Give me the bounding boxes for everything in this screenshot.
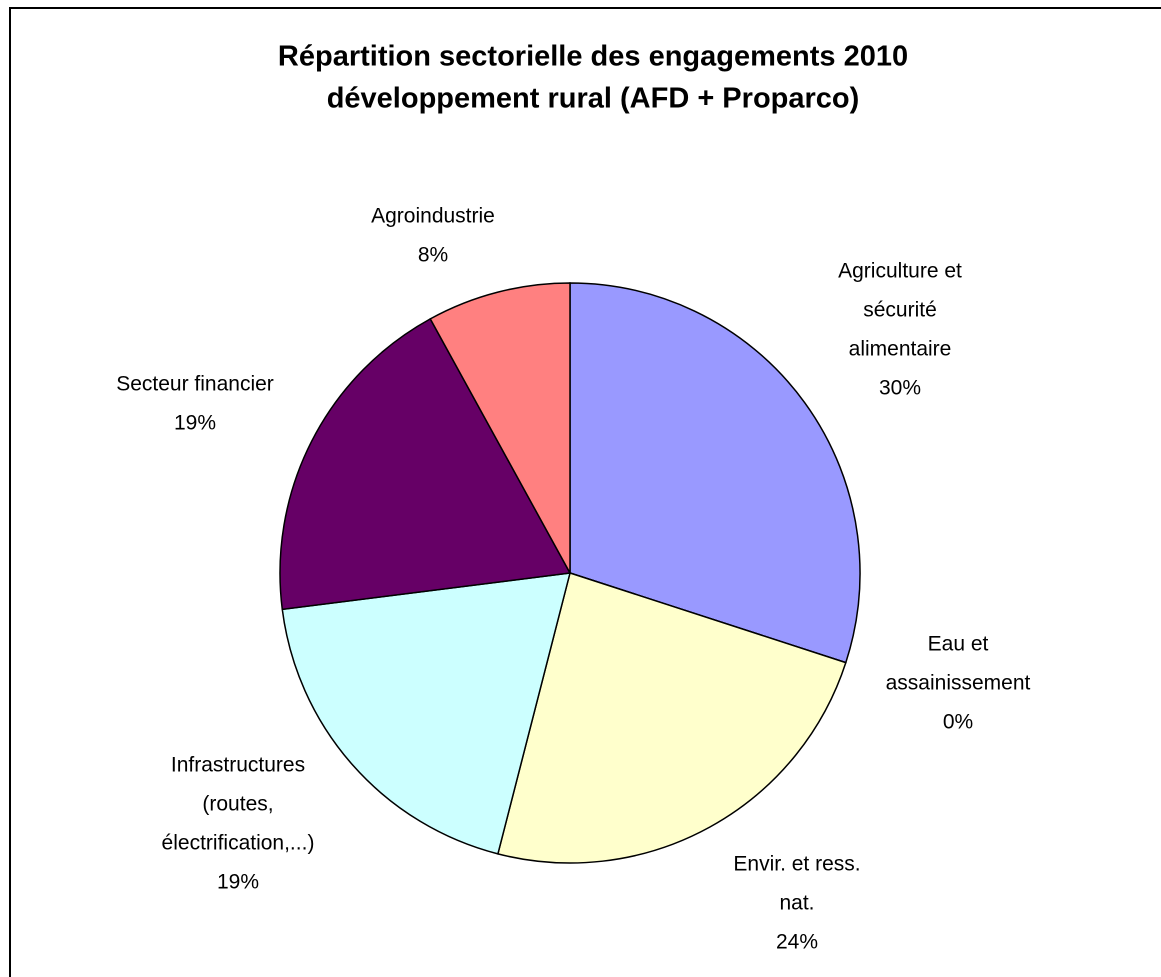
- pie-slice: [569, 282, 861, 664]
- slice-label: nat.: [779, 892, 814, 915]
- slice-value-label: 19%: [174, 412, 216, 435]
- pie-slice: [279, 317, 572, 611]
- slice-label: électrification,...): [162, 832, 315, 855]
- slice-value-label: 24%: [776, 931, 818, 954]
- slice-value-label: 30%: [879, 377, 921, 400]
- slice-label: Secteur financier: [116, 373, 274, 396]
- chart-title: Répartition sectorielle des engagements …: [278, 41, 908, 73]
- pie-slice: [281, 572, 572, 855]
- slice-label: Envir. et ress.: [733, 853, 860, 876]
- slice-label: (routes,: [202, 793, 273, 816]
- pie-slice: [496, 572, 847, 864]
- slice-label: alimentaire: [849, 338, 952, 361]
- slice-value-label: 19%: [217, 871, 259, 894]
- slice-label: Infrastructures: [171, 754, 305, 777]
- slice-label: Eau et: [928, 633, 989, 656]
- slice-label: Agriculture et: [838, 260, 962, 283]
- slice-value-label: 0%: [943, 711, 973, 734]
- chart-title: développement rural (AFD + Proparco): [327, 83, 860, 115]
- slice-label: sécurité: [863, 299, 937, 322]
- slice-label: assainissement: [886, 672, 1031, 695]
- slice-label: Agroindustrie: [371, 205, 495, 228]
- pie-slice: [429, 282, 571, 574]
- slice-value-label: 8%: [418, 244, 448, 267]
